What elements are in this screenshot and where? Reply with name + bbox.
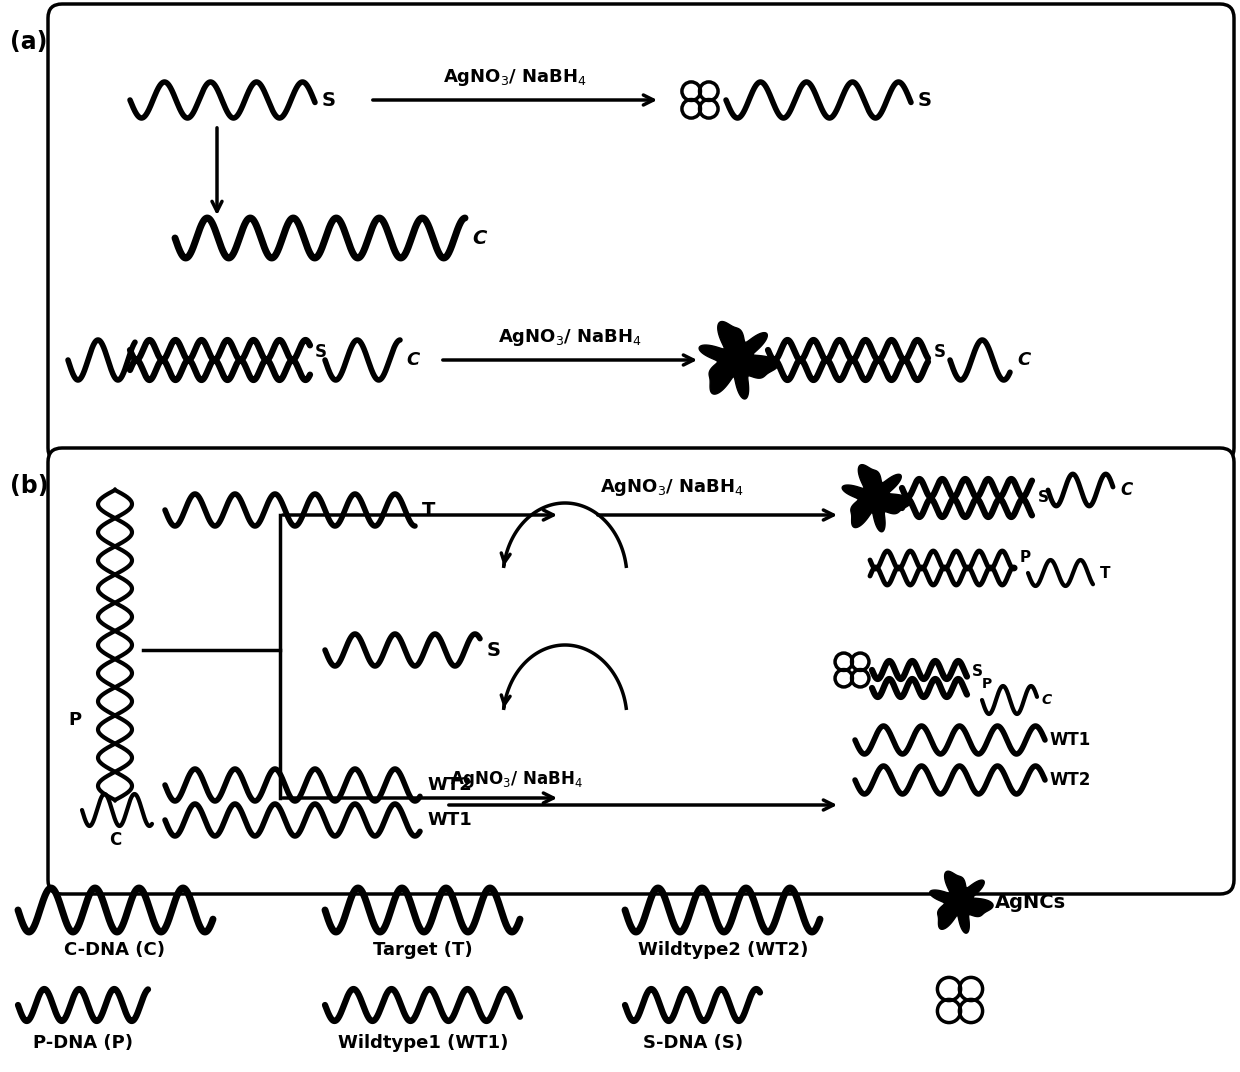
Text: C: C: [1042, 693, 1052, 708]
Text: AgNO$_3$/ NaBH$_4$: AgNO$_3$/ NaBH$_4$: [443, 68, 587, 89]
Text: S-DNA (S): S-DNA (S): [642, 1034, 743, 1052]
Text: P: P: [1021, 551, 1032, 566]
Text: WT2: WT2: [427, 776, 471, 794]
Text: AgNO$_3$/ NaBH$_4$: AgNO$_3$/ NaBH$_4$: [498, 328, 642, 348]
FancyBboxPatch shape: [48, 448, 1234, 894]
Text: S: S: [315, 343, 327, 361]
Polygon shape: [930, 872, 993, 933]
Text: AgNCs: AgNCs: [994, 893, 1066, 911]
Text: (a): (a): [10, 30, 47, 54]
Text: WT2: WT2: [1050, 771, 1091, 789]
Polygon shape: [842, 464, 911, 532]
Text: S: S: [487, 640, 501, 659]
Text: S: S: [934, 343, 946, 361]
Text: P: P: [982, 678, 992, 691]
Text: S: S: [918, 90, 932, 109]
Text: T: T: [1100, 566, 1111, 581]
Text: C: C: [1017, 351, 1030, 369]
Text: S: S: [972, 665, 983, 680]
Text: AgNO$_3$/ NaBH$_4$: AgNO$_3$/ NaBH$_4$: [450, 770, 583, 790]
Text: Wildtype1 (WT1): Wildtype1 (WT1): [337, 1034, 508, 1052]
Text: Wildtype2 (WT2): Wildtype2 (WT2): [637, 941, 808, 959]
Text: AgNO$_3$/ NaBH$_4$: AgNO$_3$/ NaBH$_4$: [600, 477, 744, 498]
Text: (b): (b): [10, 474, 48, 498]
Text: P: P: [68, 711, 81, 729]
Text: WT1: WT1: [427, 812, 471, 829]
Text: T: T: [422, 501, 435, 520]
Text: WT1: WT1: [1050, 731, 1091, 749]
Text: S: S: [322, 90, 336, 109]
Text: C: C: [472, 228, 486, 248]
FancyBboxPatch shape: [48, 4, 1234, 462]
Text: C-DNA (C): C-DNA (C): [64, 941, 165, 959]
Text: S: S: [1038, 491, 1049, 506]
Text: C: C: [1120, 481, 1132, 498]
Text: C: C: [109, 831, 122, 849]
Text: Target (T): Target (T): [373, 941, 472, 959]
Text: C: C: [405, 351, 419, 369]
Text: P-DNA (P): P-DNA (P): [33, 1034, 133, 1052]
Polygon shape: [699, 322, 779, 399]
